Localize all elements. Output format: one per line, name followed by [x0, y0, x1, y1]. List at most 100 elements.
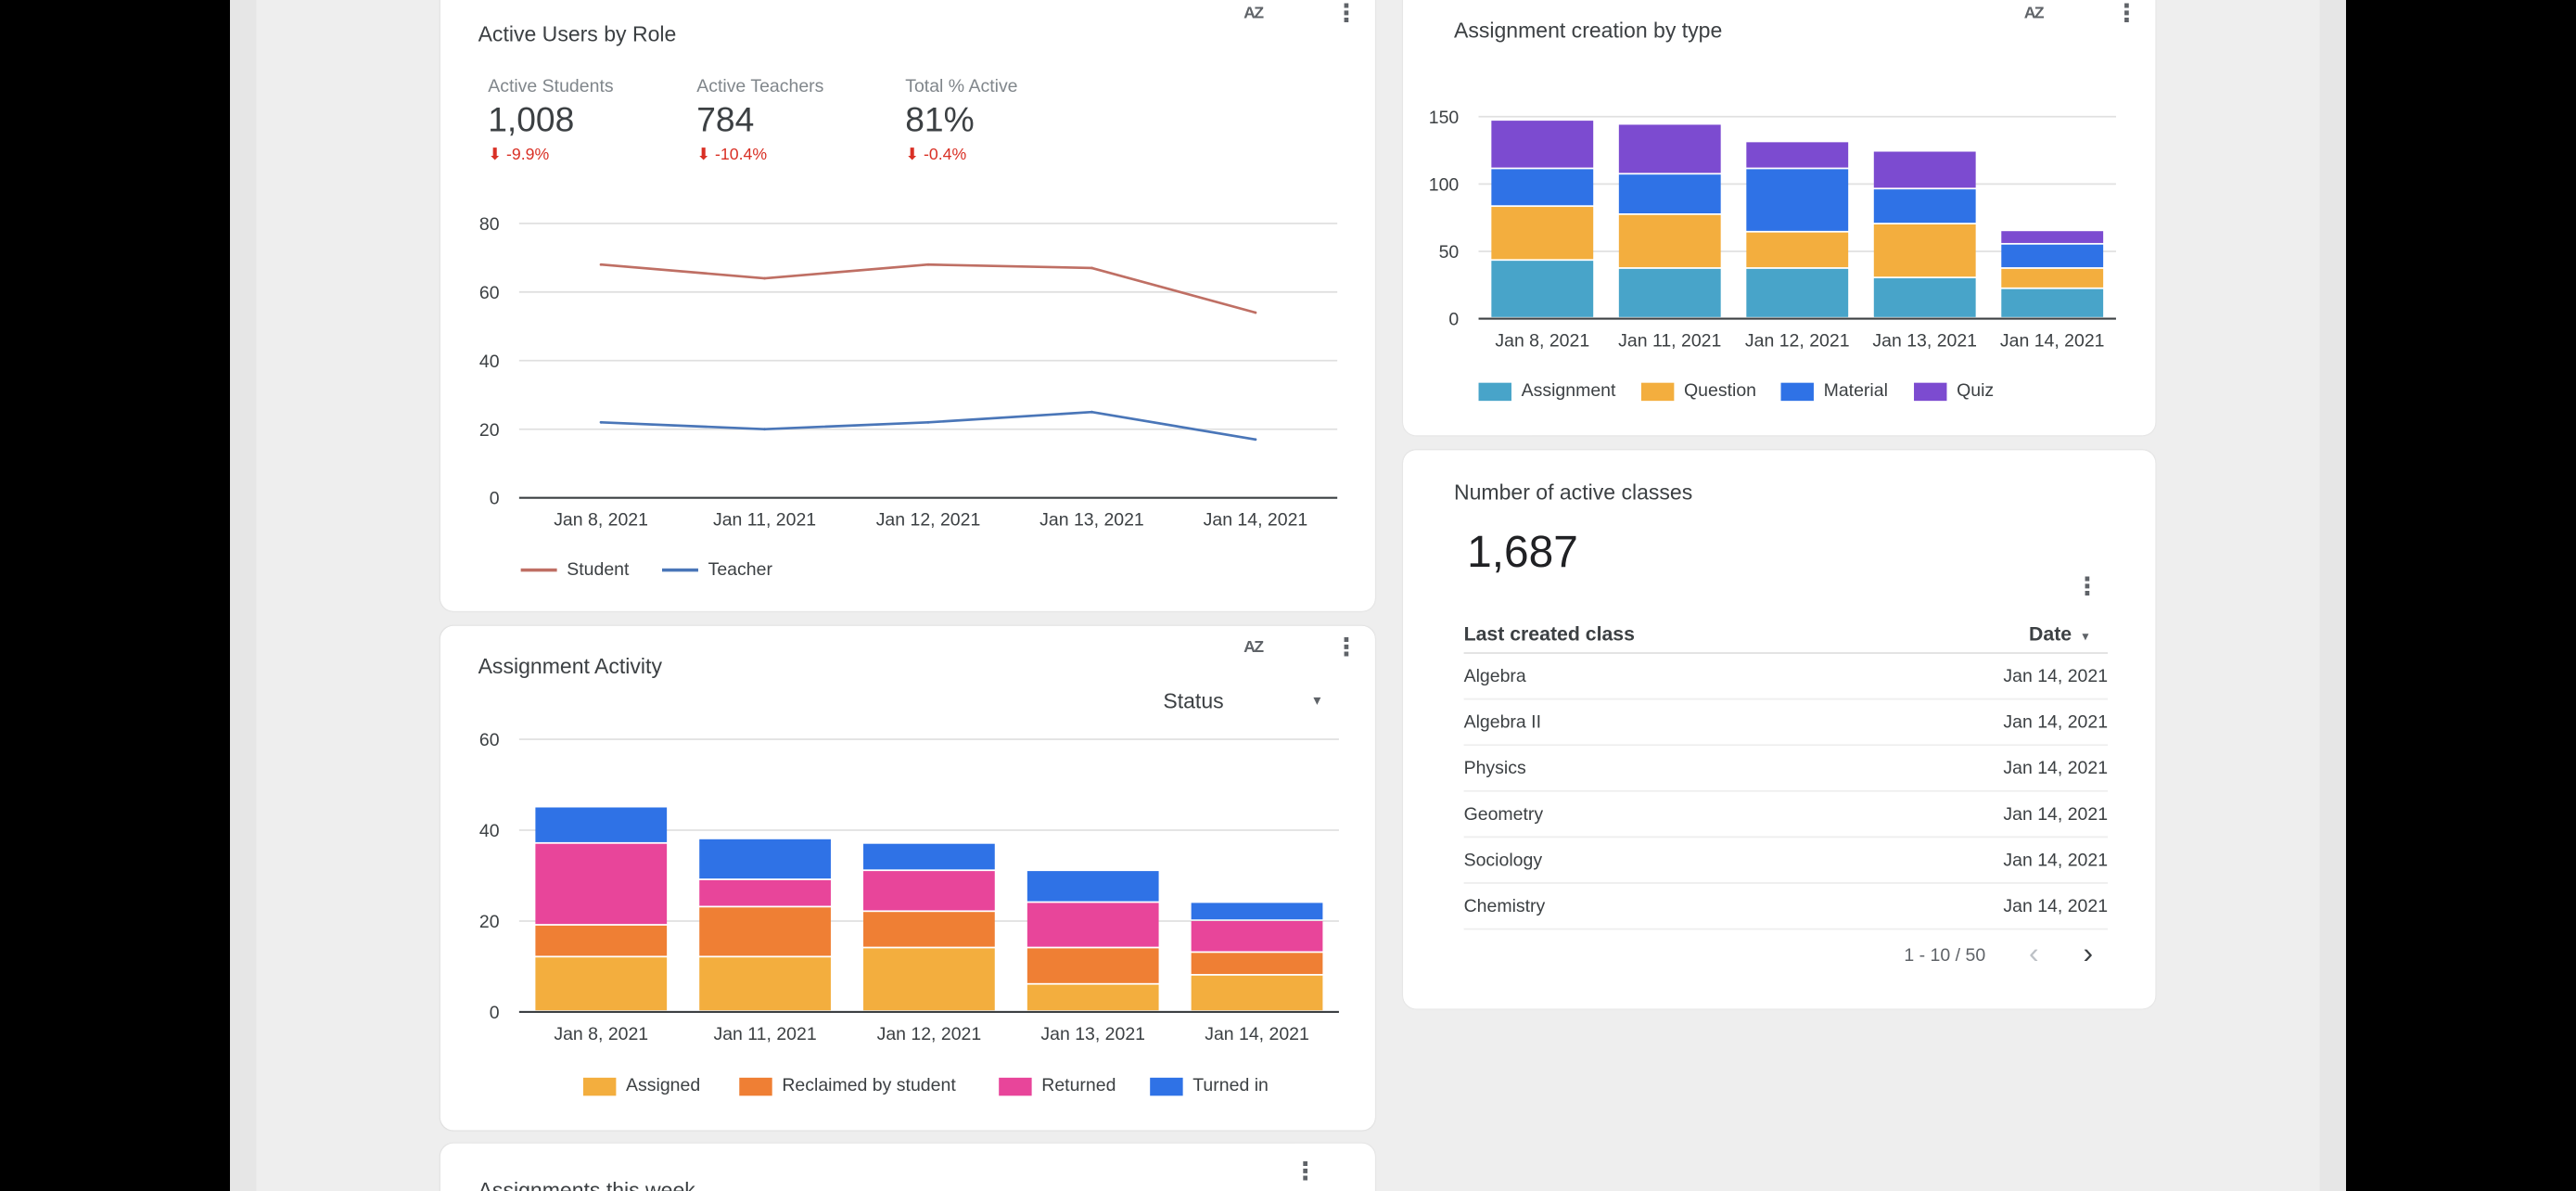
bar-segment: [863, 948, 995, 1011]
legend-quiz[interactable]: Quiz: [1914, 381, 1994, 401]
bar-segment: [699, 957, 831, 1011]
card-title: Assignment Activity: [478, 653, 662, 679]
quiz-swatch: [1914, 381, 1947, 401]
legend-label: Teacher: [708, 559, 772, 581]
legend-returned[interactable]: Returned: [999, 1076, 1116, 1095]
bar-segment: [2001, 268, 2104, 288]
legend-student[interactable]: Student: [520, 560, 629, 580]
bar-segment: [863, 871, 995, 911]
table-row[interactable]: Algebra Jan 14, 2021: [1463, 654, 2109, 700]
data-point: [926, 420, 930, 424]
more-vert-icon[interactable]: ⋮: [1293, 1158, 1318, 1186]
assigned-swatch: [582, 1076, 617, 1095]
chevron-left-icon[interactable]: ‹: [2029, 936, 2039, 969]
data-point: [1254, 438, 1257, 442]
bar-segment: [1491, 169, 1594, 206]
status-filter-dropdown[interactable]: Status ▾: [1163, 688, 1320, 713]
legend-turned-in[interactable]: Turned in: [1150, 1076, 1269, 1095]
y-tick-label: 60: [479, 283, 500, 303]
y-tick-label: 40: [479, 352, 500, 372]
material-swatch: [1780, 381, 1814, 401]
series-line-student: [600, 263, 1256, 314]
kpi-delta: ⬇ -0.4%: [905, 146, 967, 165]
bar-segment: [1491, 121, 1594, 168]
sort-az-icon[interactable]: AZ: [1243, 5, 1264, 23]
y-tick-label: 20: [479, 420, 500, 441]
series-line-teacher: [601, 410, 1256, 442]
legend-question[interactable]: Question: [1640, 380, 1757, 402]
bar-segment: [1618, 214, 1721, 268]
kpi-label: Active Teachers: [696, 77, 824, 97]
x-tick-label: Jan 12, 2021: [876, 510, 981, 531]
x-tick-label: Jan 8, 2021: [1495, 331, 1589, 352]
y-tick-label: 0: [490, 489, 500, 509]
bar-segment: [535, 843, 668, 925]
kpi-delta: ⬇ -9.9%: [488, 146, 550, 165]
class-date: Jan 14, 2021: [2003, 896, 2109, 916]
bar-segment: [863, 843, 995, 870]
legend-material[interactable]: Material: [1780, 380, 1888, 402]
bar-segment: [863, 912, 995, 947]
bar-segment: [1027, 871, 1159, 902]
class-name: Chemistry: [1463, 896, 1546, 916]
sort-az-icon[interactable]: AZ: [2023, 5, 2045, 23]
bar-segment: [1491, 261, 1594, 317]
x-tick-label: Jan 8, 2021: [554, 1024, 648, 1044]
x-tick-label: Jan 14, 2021: [2000, 331, 2105, 352]
legend-assigned[interactable]: Assigned: [582, 1076, 700, 1095]
bar-segment: [1873, 151, 1976, 188]
bar-segment: [1191, 975, 1323, 1011]
assignment-activity-card: Assignment Activity AZ ⋮ Status ▾ 0 20 40 6…: [440, 625, 1375, 1131]
bar-segment: [1491, 207, 1594, 260]
class-name: Sociology: [1463, 850, 1543, 870]
legend-teacher[interactable]: Teacher: [661, 559, 772, 581]
teacher-swatch: [661, 568, 698, 572]
x-tick-label: Jan 13, 2021: [1872, 331, 1977, 352]
column-header-class[interactable]: Last created class: [1463, 622, 1635, 647]
table-row[interactable]: Physics Jan 14, 2021: [1463, 746, 2109, 792]
legend-label: Material: [1823, 380, 1888, 402]
active-classes-count: 1,687: [1467, 527, 1578, 577]
more-vert-icon[interactable]: ⋮: [2074, 573, 2100, 602]
more-vert-icon[interactable]: ⋮: [2114, 0, 2139, 29]
table-row[interactable]: Sociology Jan 14, 2021: [1463, 838, 2109, 884]
table-row[interactable]: Chemistry Jan 14, 2021: [1463, 884, 2109, 930]
class-date: Jan 14, 2021: [2003, 850, 2109, 870]
card-title: Active Users by Role: [478, 21, 677, 46]
bar-segment: [699, 879, 831, 906]
bar-segment: [1618, 124, 1721, 173]
table-row[interactable]: Geometry Jan 14, 2021: [1463, 792, 2109, 839]
bar-segment: [1191, 920, 1323, 952]
kpi-value: 784: [696, 101, 755, 140]
class-date: Jan 14, 2021: [2003, 711, 2109, 733]
bar-segment: [2001, 244, 2104, 268]
turned-in-swatch: [1150, 1076, 1183, 1095]
bar-segment: [699, 907, 831, 956]
data-point: [763, 428, 766, 431]
sort-az-icon[interactable]: AZ: [1243, 638, 1264, 658]
data-point: [1090, 266, 1093, 270]
y-tick-label: 0: [1448, 310, 1459, 330]
legend-assignment[interactable]: Assignment: [1478, 381, 1615, 401]
class-name: Algebra II: [1463, 711, 1542, 733]
y-tick-label: 20: [479, 912, 500, 932]
assignment-swatch: [1478, 381, 1511, 401]
column-header-date[interactable]: Date ▾: [2029, 622, 2088, 646]
table-row[interactable]: Algebra II Jan 14, 2021: [1463, 699, 2109, 747]
student-swatch: [520, 568, 557, 572]
bar-segment: [535, 957, 668, 1011]
class-date: Jan 14, 2021: [2003, 666, 2109, 686]
x-tick-label: Jan 11, 2021: [713, 510, 816, 531]
class-name: Algebra: [1463, 666, 1526, 686]
bar-segment: [2001, 231, 2104, 243]
more-vert-icon[interactable]: ⋮: [1333, 0, 1359, 29]
assignment-creation-bar-chart: 0 50 100 150 Jan 8, 2021 Jan 11, 2021 Jan 12, …: [1429, 108, 2116, 352]
active-users-line-chart: 0 20 40 60 80 Jan 8, 2021 Jan 11, 2021 Jan 12, …: [479, 214, 1338, 531]
legend-label: Question: [1683, 380, 1757, 402]
bar-segment: [1746, 232, 1849, 268]
legend-reclaimed[interactable]: Reclaimed by student: [739, 1076, 956, 1095]
more-vert-icon[interactable]: ⋮: [1333, 634, 1359, 662]
reclaimed-swatch: [739, 1076, 772, 1095]
chevron-right-icon[interactable]: ›: [2083, 936, 2094, 969]
legend-label: Quiz: [1957, 380, 1995, 402]
